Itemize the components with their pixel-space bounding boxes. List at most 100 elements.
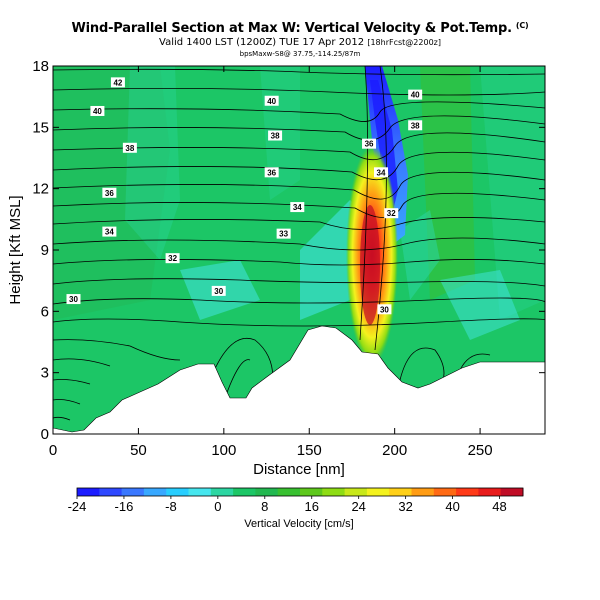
- isentrope-labels: 42 40 38 36 34 32 30 40 38 36 34 33 30 40 38 36 34 32 30: [66, 77, 423, 315]
- isentrope-label: 34: [290, 202, 305, 213]
- isentrope-label-text: 36: [267, 168, 276, 177]
- isentrope-label: 38: [122, 142, 137, 153]
- isentrope-label-text: 38: [411, 121, 420, 130]
- isentrope-label-box: [362, 138, 377, 149]
- colorbar-swatch: [411, 488, 435, 496]
- isentrope-label-text: 32: [387, 209, 396, 218]
- isentrope-label-box: [110, 77, 125, 88]
- terrain: [53, 325, 545, 434]
- isentrope-label-box: [408, 89, 423, 100]
- colorbar-swatch: [255, 488, 279, 496]
- isentrope-label-box: [374, 167, 388, 178]
- field-band: [400, 210, 440, 300]
- y-tick-label: 18: [32, 58, 49, 75]
- colorbar-swatch: [210, 488, 234, 496]
- colorbar-swatch: [233, 488, 256, 496]
- isentrope-label: 40: [90, 105, 105, 116]
- colorbar-swatch: [389, 488, 412, 496]
- isentrope-label-text: 40: [93, 107, 102, 116]
- colorbar-swatch: [121, 488, 145, 496]
- colorbar-swatch: [500, 488, 524, 496]
- x-tick-label: 50: [130, 442, 147, 459]
- colorbar: -24 -16 -8 0 8 16 24 32 40 48: [68, 487, 524, 514]
- field-band: [440, 270, 520, 340]
- x-axis-title: Distance [nm]: [253, 461, 345, 478]
- colorbar-tick-label: 0: [214, 499, 221, 514]
- y-tick-label: 3: [41, 365, 49, 382]
- isentrope-label: 40: [408, 89, 423, 100]
- isentrope-label-text: 34: [293, 203, 302, 212]
- isentrope-label: 34: [374, 167, 388, 178]
- colorbar-swatch: [99, 488, 123, 496]
- isentrope-label: 34: [102, 226, 117, 237]
- isentrope-label-box: [122, 142, 137, 153]
- isentrope-label: 36: [264, 167, 279, 178]
- forecast-note: [18hrFcst@2200z]: [367, 38, 441, 47]
- isentrope-label-box: [384, 208, 399, 219]
- colorbar-tick-label: 8: [261, 499, 268, 514]
- isentrope-label-text: 34: [377, 168, 386, 177]
- isentrope-label: 32: [165, 253, 180, 264]
- x-tick-label: 200: [382, 442, 407, 459]
- isentrope-label-text: 36: [105, 189, 114, 198]
- colorbar-swatch: [143, 488, 167, 496]
- y-tick-label: 15: [32, 119, 49, 136]
- y-axis-title: Height [Kft MSL]: [7, 195, 24, 304]
- y-tick-label: 6: [41, 303, 49, 320]
- isentrope-label-box: [408, 120, 423, 131]
- chart-title: Wind-Parallel Section at Max W: Vertical…: [71, 21, 529, 36]
- x-tick-label: 250: [468, 442, 493, 459]
- isentrope-label-box: [290, 202, 305, 213]
- colorbar-swatch: [344, 488, 368, 496]
- info-line: bpsMaxw-S8@ 37.75,-114.25/87m: [239, 50, 361, 58]
- colorbar-swatch: [188, 488, 212, 496]
- isentrope-label-box: [276, 228, 291, 239]
- isentrope-label-text: 30: [380, 305, 389, 314]
- y-tick-label: 0: [41, 426, 49, 443]
- colorbar-swatch: [300, 488, 323, 496]
- isentrope-label-box: [264, 95, 279, 106]
- isentrope-label-box: [90, 105, 105, 116]
- isentrope-label: 38: [408, 120, 423, 131]
- colorbar-swatch: [77, 488, 100, 496]
- isentrope-label-box: [165, 253, 180, 264]
- isentrope-label-text: 38: [125, 144, 134, 153]
- isentrope-label: 32: [384, 208, 399, 219]
- isentrope-label: 30: [66, 294, 81, 305]
- isentrope-label: 38: [268, 130, 283, 141]
- y-tick-label: 12: [32, 181, 49, 198]
- field-band: [480, 66, 545, 320]
- isentrope-label-box: [377, 304, 392, 315]
- colorbar-swatch: [366, 488, 390, 496]
- colorbar-tick-label: 24: [351, 499, 365, 514]
- updraft-max: [360, 205, 380, 325]
- isentropes: [53, 66, 545, 421]
- isentrope-label: 40: [264, 95, 279, 106]
- field-band: [125, 66, 180, 260]
- plot-field: [53, 66, 545, 434]
- isentrope-label: 36: [362, 138, 377, 149]
- isentrope-label-text: 36: [365, 140, 374, 149]
- isentrope-label-text: 30: [69, 295, 78, 304]
- chart-subtitle: Valid 1400 LST (1200Z) TUE 17 Apr 2012 […: [159, 37, 441, 48]
- colorbar-swatch: [478, 488, 502, 496]
- colorbar-tick-label: 32: [398, 499, 412, 514]
- isentrope-label-box: [102, 187, 117, 198]
- y-tick-label: 9: [41, 242, 49, 259]
- isentrope-label: 42: [110, 77, 125, 88]
- x-axis: 0 50 100 150 200 250: [49, 66, 493, 459]
- isentrope-label: 36: [102, 187, 117, 198]
- isentrope-label-text: 30: [214, 287, 223, 296]
- x-tick-label: 150: [297, 442, 322, 459]
- colorbar-tick-label: -16: [115, 499, 134, 514]
- x-tick-label: 100: [211, 442, 236, 459]
- colorbar-swatch: [456, 488, 479, 496]
- colorbar-swatch: [166, 488, 189, 496]
- colorbar-tick-label: 48: [492, 499, 506, 514]
- isentrope-label: 30: [211, 285, 226, 296]
- title-mark: (C): [515, 21, 529, 30]
- isentrope-label-box: [268, 130, 283, 141]
- isentrope-label-text: 34: [105, 228, 114, 237]
- isentrope-label-box: [66, 294, 81, 305]
